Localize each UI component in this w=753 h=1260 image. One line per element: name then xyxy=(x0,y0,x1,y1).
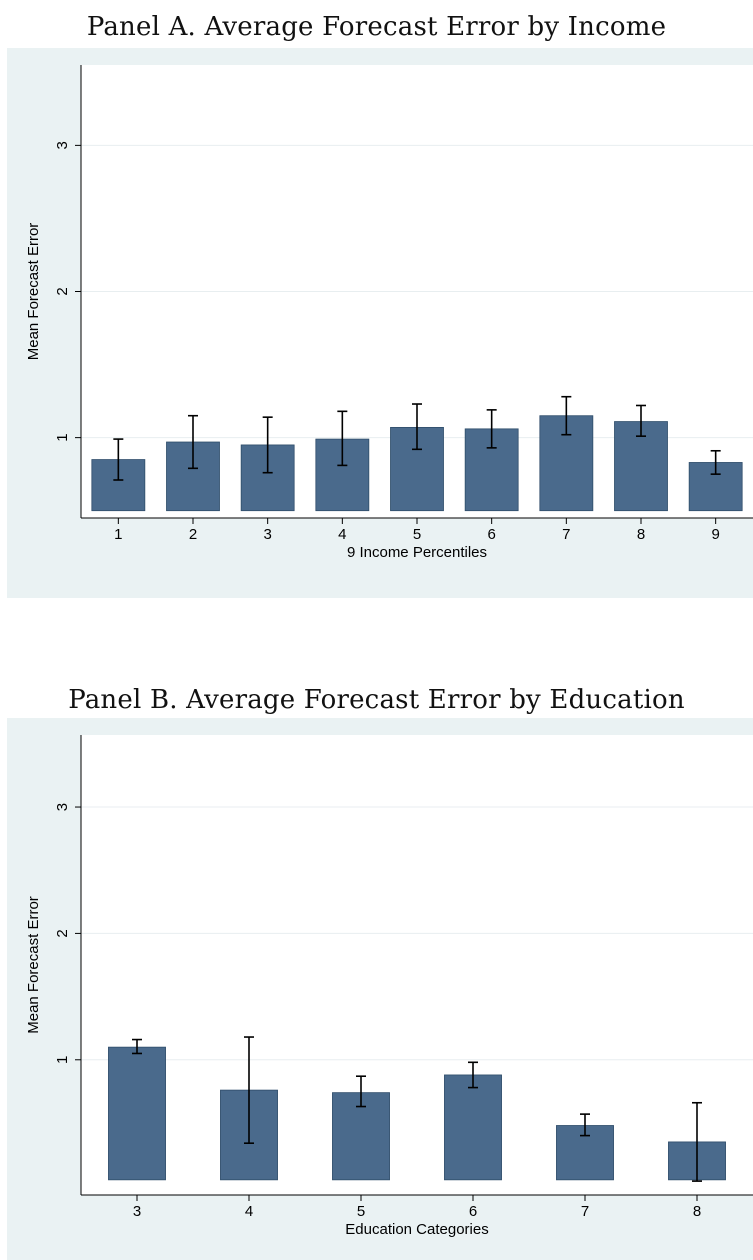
panel-b-bar-3 xyxy=(108,1046,166,1181)
panel-a-xtick-label: 6 xyxy=(487,526,495,543)
panel-b-x-axis-title: Education Categories xyxy=(345,1221,488,1238)
panel-b-xtick-label: 4 xyxy=(245,1203,253,1220)
panel-a-y-axis-title: Mean Forecast Error xyxy=(25,223,42,361)
panel-b-plot-area xyxy=(81,735,753,1195)
panel-a-ytick-label: 1 xyxy=(54,433,71,441)
panel-b-xtick-label: 6 xyxy=(469,1203,477,1220)
panel-a-xtick-label: 1 xyxy=(114,526,122,543)
panel-a-xtick-label: 7 xyxy=(562,526,570,543)
panel-a-title: Panel A. Average Forecast Error by Incom… xyxy=(86,12,667,42)
panel-a-chart: 1 2 3 1 2 3 4 5 6 7 8 9 9 Income Percentiles Mean For… xyxy=(7,48,753,598)
panel-b-ytick-label: 2 xyxy=(54,929,71,937)
panel-b-ytick-label: 1 xyxy=(54,1056,71,1064)
panel-b-title: Panel B. Average Forecast Error by Educa… xyxy=(68,685,685,715)
panel-b-ytick-label: 3 xyxy=(54,803,71,811)
panel-a-xtick-label: 8 xyxy=(637,526,645,543)
panel-b-xtick-label: 7 xyxy=(581,1203,589,1220)
panel-a-xtick-label: 4 xyxy=(338,526,346,543)
panel-b-xtick-label: 3 xyxy=(133,1203,141,1220)
panel-b-bar-6 xyxy=(444,1074,502,1181)
panel-a-svg: 1 2 3 1 2 3 4 5 6 7 8 9 9 Income Percentiles Mean For… xyxy=(25,65,753,561)
panel-a-xtick-label: 5 xyxy=(413,526,421,543)
panel-b-svg: 1 2 3 3 4 5 6 7 8 Education Categories Mean Foreca… xyxy=(25,735,753,1238)
panel-b-y-axis-title: Mean Forecast Error xyxy=(25,896,42,1034)
panel-a-xtick-label: 9 xyxy=(711,526,719,543)
panel-a-ytick-label: 2 xyxy=(54,287,71,295)
panel-a-ytick-label: 3 xyxy=(54,141,71,149)
panel-b-xtick-label: 5 xyxy=(357,1203,365,1220)
panel-b-chart: 1 2 3 3 4 5 6 7 8 Education Categories Mean Foreca… xyxy=(7,718,753,1260)
panel-a-xtick-label: 3 xyxy=(263,526,271,543)
panel-b-xtick-label: 8 xyxy=(693,1203,701,1220)
panel-a-xtick-label: 2 xyxy=(189,526,197,543)
panel-a-x-axis-title: 9 Income Percentiles xyxy=(347,544,487,561)
